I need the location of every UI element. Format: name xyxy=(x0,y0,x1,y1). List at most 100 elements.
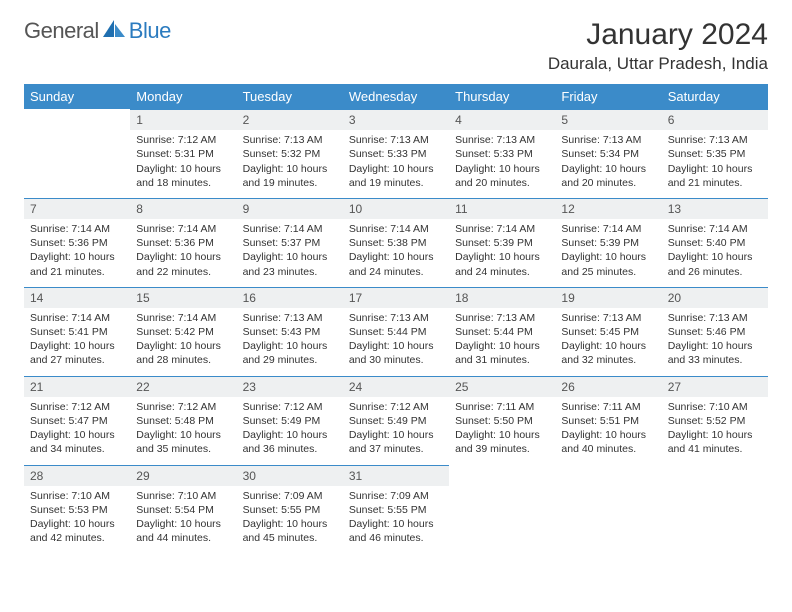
day-number: 27 xyxy=(662,376,768,397)
title-block: January 2024 Daurala, Uttar Pradesh, Ind… xyxy=(548,18,768,74)
calendar-day-cell: 2Sunrise: 7:13 AMSunset: 5:32 PMDaylight… xyxy=(237,109,343,198)
daylight-text: Daylight: 10 hours and 40 minutes. xyxy=(561,428,655,456)
sunset-text: Sunset: 5:43 PM xyxy=(243,325,337,339)
day-number: 26 xyxy=(555,376,661,397)
day-number: 4 xyxy=(449,109,555,130)
daylight-text: Daylight: 10 hours and 19 minutes. xyxy=(243,162,337,190)
day-body: Sunrise: 7:12 AMSunset: 5:49 PMDaylight:… xyxy=(237,397,343,465)
daylight-text: Daylight: 10 hours and 22 minutes. xyxy=(136,250,230,278)
day-number: 29 xyxy=(130,465,236,486)
day-number: 17 xyxy=(343,287,449,308)
sunset-text: Sunset: 5:46 PM xyxy=(668,325,762,339)
daylight-text: Daylight: 10 hours and 20 minutes. xyxy=(561,162,655,190)
day-number: 18 xyxy=(449,287,555,308)
calendar-day-cell: 6Sunrise: 7:13 AMSunset: 5:35 PMDaylight… xyxy=(662,109,768,198)
day-body: Sunrise: 7:14 AMSunset: 5:37 PMDaylight:… xyxy=(237,219,343,287)
daylight-text: Daylight: 10 hours and 26 minutes. xyxy=(668,250,762,278)
sunset-text: Sunset: 5:48 PM xyxy=(136,414,230,428)
sunset-text: Sunset: 5:35 PM xyxy=(668,147,762,161)
calendar-day-cell: 17Sunrise: 7:13 AMSunset: 5:44 PMDayligh… xyxy=(343,287,449,376)
header: General Blue January 2024 Daurala, Uttar… xyxy=(24,18,768,74)
sunset-text: Sunset: 5:39 PM xyxy=(455,236,549,250)
calendar-day-cell: 25Sunrise: 7:11 AMSunset: 5:50 PMDayligh… xyxy=(449,376,555,465)
daylight-text: Daylight: 10 hours and 21 minutes. xyxy=(30,250,124,278)
daylight-text: Daylight: 10 hours and 44 minutes. xyxy=(136,517,230,545)
sunset-text: Sunset: 5:32 PM xyxy=(243,147,337,161)
weekday-header: Tuesday xyxy=(237,84,343,109)
day-number: 24 xyxy=(343,376,449,397)
sunset-text: Sunset: 5:45 PM xyxy=(561,325,655,339)
day-body: Sunrise: 7:13 AMSunset: 5:35 PMDaylight:… xyxy=(662,130,768,198)
sunrise-text: Sunrise: 7:12 AM xyxy=(349,400,443,414)
weekday-header: Friday xyxy=(555,84,661,109)
day-number: 20 xyxy=(662,287,768,308)
calendar-day-cell: 12Sunrise: 7:14 AMSunset: 5:39 PMDayligh… xyxy=(555,198,661,287)
day-number: 10 xyxy=(343,198,449,219)
day-number: 25 xyxy=(449,376,555,397)
day-body: Sunrise: 7:12 AMSunset: 5:48 PMDaylight:… xyxy=(130,397,236,465)
day-body: Sunrise: 7:09 AMSunset: 5:55 PMDaylight:… xyxy=(237,486,343,554)
day-number: 9 xyxy=(237,198,343,219)
sunset-text: Sunset: 5:44 PM xyxy=(455,325,549,339)
sunrise-text: Sunrise: 7:09 AM xyxy=(243,489,337,503)
calendar-day-cell: 21Sunrise: 7:12 AMSunset: 5:47 PMDayligh… xyxy=(24,376,130,465)
daylight-text: Daylight: 10 hours and 42 minutes. xyxy=(30,517,124,545)
brand-logo: General Blue xyxy=(24,18,171,44)
sunrise-text: Sunrise: 7:14 AM xyxy=(455,222,549,236)
sunset-text: Sunset: 5:49 PM xyxy=(349,414,443,428)
sunset-text: Sunset: 5:55 PM xyxy=(243,503,337,517)
day-number: 8 xyxy=(130,198,236,219)
sunrise-text: Sunrise: 7:10 AM xyxy=(136,489,230,503)
day-body: Sunrise: 7:12 AMSunset: 5:47 PMDaylight:… xyxy=(24,397,130,465)
calendar-week-row: 7Sunrise: 7:14 AMSunset: 5:36 PMDaylight… xyxy=(24,198,768,287)
day-number: 6 xyxy=(662,109,768,130)
calendar-day-cell: 30Sunrise: 7:09 AMSunset: 5:55 PMDayligh… xyxy=(237,465,343,554)
daylight-text: Daylight: 10 hours and 25 minutes. xyxy=(561,250,655,278)
calendar-day-cell: 24Sunrise: 7:12 AMSunset: 5:49 PMDayligh… xyxy=(343,376,449,465)
day-body: Sunrise: 7:12 AMSunset: 5:31 PMDaylight:… xyxy=(130,130,236,198)
sunrise-text: Sunrise: 7:13 AM xyxy=(561,311,655,325)
sunrise-text: Sunrise: 7:11 AM xyxy=(455,400,549,414)
calendar-day-cell: 7Sunrise: 7:14 AMSunset: 5:36 PMDaylight… xyxy=(24,198,130,287)
weekday-header: Wednesday xyxy=(343,84,449,109)
sunset-text: Sunset: 5:54 PM xyxy=(136,503,230,517)
sunrise-text: Sunrise: 7:12 AM xyxy=(136,400,230,414)
day-body: Sunrise: 7:13 AMSunset: 5:33 PMDaylight:… xyxy=(343,130,449,198)
calendar-day-cell: 11Sunrise: 7:14 AMSunset: 5:39 PMDayligh… xyxy=(449,198,555,287)
day-number: 15 xyxy=(130,287,236,308)
sunrise-text: Sunrise: 7:10 AM xyxy=(30,489,124,503)
day-body: Sunrise: 7:13 AMSunset: 5:44 PMDaylight:… xyxy=(343,308,449,376)
daylight-text: Daylight: 10 hours and 34 minutes. xyxy=(30,428,124,456)
day-body: Sunrise: 7:10 AMSunset: 5:54 PMDaylight:… xyxy=(130,486,236,554)
sunset-text: Sunset: 5:40 PM xyxy=(668,236,762,250)
day-number: 28 xyxy=(24,465,130,486)
sunrise-text: Sunrise: 7:10 AM xyxy=(668,400,762,414)
sunset-text: Sunset: 5:41 PM xyxy=(30,325,124,339)
sunrise-text: Sunrise: 7:09 AM xyxy=(349,489,443,503)
calendar-day-cell: 15Sunrise: 7:14 AMSunset: 5:42 PMDayligh… xyxy=(130,287,236,376)
sunset-text: Sunset: 5:38 PM xyxy=(349,236,443,250)
day-number: 16 xyxy=(237,287,343,308)
brand-part2: Blue xyxy=(129,18,171,44)
day-body: Sunrise: 7:14 AMSunset: 5:36 PMDaylight:… xyxy=(130,219,236,287)
calendar-day-cell xyxy=(662,465,768,554)
sunrise-text: Sunrise: 7:12 AM xyxy=(136,133,230,147)
calendar-day-cell: 28Sunrise: 7:10 AMSunset: 5:53 PMDayligh… xyxy=(24,465,130,554)
calendar-day-cell: 31Sunrise: 7:09 AMSunset: 5:55 PMDayligh… xyxy=(343,465,449,554)
daylight-text: Daylight: 10 hours and 30 minutes. xyxy=(349,339,443,367)
daylight-text: Daylight: 10 hours and 31 minutes. xyxy=(455,339,549,367)
daylight-text: Daylight: 10 hours and 35 minutes. xyxy=(136,428,230,456)
sunset-text: Sunset: 5:42 PM xyxy=(136,325,230,339)
month-title: January 2024 xyxy=(548,18,768,52)
sunrise-text: Sunrise: 7:14 AM xyxy=(561,222,655,236)
day-body: Sunrise: 7:13 AMSunset: 5:33 PMDaylight:… xyxy=(449,130,555,198)
day-number: 31 xyxy=(343,465,449,486)
weekday-header: Monday xyxy=(130,84,236,109)
day-number: 19 xyxy=(555,287,661,308)
daylight-text: Daylight: 10 hours and 41 minutes. xyxy=(668,428,762,456)
sunset-text: Sunset: 5:49 PM xyxy=(243,414,337,428)
calendar-day-cell: 20Sunrise: 7:13 AMSunset: 5:46 PMDayligh… xyxy=(662,287,768,376)
sunrise-text: Sunrise: 7:13 AM xyxy=(349,133,443,147)
sunrise-text: Sunrise: 7:13 AM xyxy=(349,311,443,325)
calendar-day-cell: 18Sunrise: 7:13 AMSunset: 5:44 PMDayligh… xyxy=(449,287,555,376)
